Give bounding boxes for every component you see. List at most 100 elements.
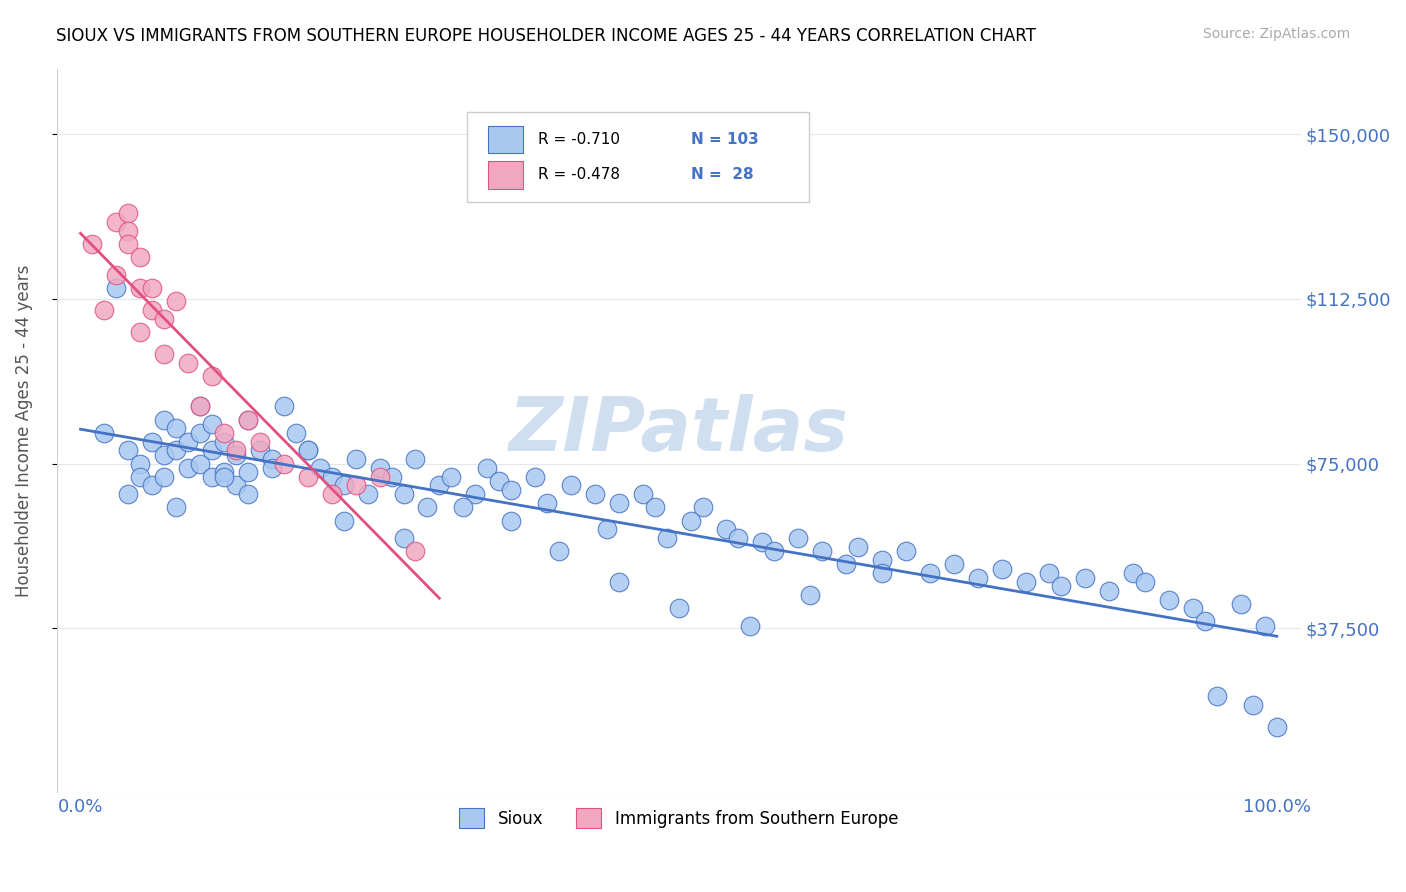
Point: [751, 535, 773, 549]
Point: [1241, 698, 1264, 712]
Point: [607, 574, 630, 589]
Point: [416, 500, 439, 515]
Point: [835, 558, 858, 572]
Point: [799, 588, 821, 602]
Point: [332, 514, 354, 528]
Point: [153, 448, 176, 462]
Point: [236, 412, 259, 426]
Point: [165, 500, 187, 515]
Point: [225, 443, 247, 458]
Point: [1038, 566, 1060, 581]
Point: [1265, 720, 1288, 734]
Point: [321, 487, 343, 501]
Point: [1074, 571, 1097, 585]
Point: [188, 457, 211, 471]
Point: [332, 478, 354, 492]
Point: [894, 544, 917, 558]
Point: [740, 619, 762, 633]
Point: [404, 452, 426, 467]
Point: [501, 483, 523, 497]
Point: [321, 469, 343, 483]
Point: [1050, 579, 1073, 593]
Point: [763, 544, 786, 558]
Point: [380, 469, 402, 483]
Point: [165, 294, 187, 309]
Point: [870, 553, 893, 567]
Point: [129, 325, 152, 339]
Point: [1133, 574, 1156, 589]
Point: [297, 443, 319, 458]
Point: [811, 544, 834, 558]
FancyBboxPatch shape: [467, 112, 810, 202]
Point: [1254, 619, 1277, 633]
Point: [966, 571, 988, 585]
Point: [284, 425, 307, 440]
Point: [165, 443, 187, 458]
Point: [260, 452, 283, 467]
Point: [105, 268, 128, 282]
Point: [870, 566, 893, 581]
Point: [153, 347, 176, 361]
Point: [1014, 574, 1036, 589]
Point: [129, 469, 152, 483]
Point: [165, 421, 187, 435]
Point: [1230, 597, 1253, 611]
Point: [177, 434, 200, 449]
Point: [297, 469, 319, 483]
Point: [105, 281, 128, 295]
Point: [344, 452, 367, 467]
Point: [990, 562, 1012, 576]
Legend: Sioux, Immigrants from Southern Europe: Sioux, Immigrants from Southern Europe: [453, 801, 905, 835]
Point: [117, 237, 139, 252]
Point: [236, 412, 259, 426]
Point: [273, 400, 295, 414]
Point: [631, 487, 654, 501]
Point: [583, 487, 606, 501]
Point: [260, 461, 283, 475]
Point: [1181, 601, 1204, 615]
Point: [177, 355, 200, 369]
Point: [117, 224, 139, 238]
Point: [212, 425, 235, 440]
Point: [464, 487, 486, 501]
Point: [548, 544, 571, 558]
Text: N = 103: N = 103: [692, 132, 759, 147]
Point: [153, 469, 176, 483]
Point: [308, 461, 330, 475]
Point: [560, 478, 582, 492]
Point: [117, 487, 139, 501]
Point: [297, 443, 319, 458]
Point: [177, 461, 200, 475]
Point: [188, 400, 211, 414]
Point: [201, 417, 224, 431]
Point: [225, 448, 247, 462]
Y-axis label: Householder Income Ages 25 - 44 years: Householder Income Ages 25 - 44 years: [15, 264, 32, 597]
Point: [188, 425, 211, 440]
Text: R = -0.478: R = -0.478: [538, 168, 620, 183]
Point: [236, 487, 259, 501]
Text: ZIPatlas: ZIPatlas: [509, 394, 849, 467]
Text: R = -0.710: R = -0.710: [538, 132, 620, 147]
Point: [644, 500, 666, 515]
Point: [607, 496, 630, 510]
Point: [596, 522, 619, 536]
Point: [392, 531, 415, 545]
Point: [918, 566, 941, 581]
Point: [117, 206, 139, 220]
Point: [273, 457, 295, 471]
FancyBboxPatch shape: [488, 126, 523, 153]
Point: [392, 487, 415, 501]
Point: [655, 531, 678, 545]
Point: [82, 237, 104, 252]
Point: [141, 478, 163, 492]
Point: [846, 540, 869, 554]
Point: [668, 601, 690, 615]
Point: [344, 478, 367, 492]
Point: [1206, 689, 1229, 703]
Point: [488, 474, 510, 488]
Text: Source: ZipAtlas.com: Source: ZipAtlas.com: [1202, 27, 1350, 41]
Point: [679, 514, 702, 528]
Point: [236, 465, 259, 479]
Point: [536, 496, 558, 510]
Point: [212, 469, 235, 483]
